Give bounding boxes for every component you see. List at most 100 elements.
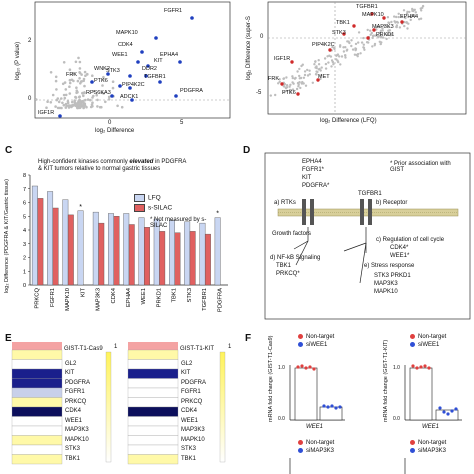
volcano-b-point	[294, 76, 297, 80]
volcano-b-point	[385, 37, 388, 41]
heatmap-row-label: STK3	[65, 446, 81, 452]
volcano-b-point	[350, 44, 353, 48]
d-nfkb: d) NF-kB Signaling	[270, 255, 321, 261]
volcano-b-point	[335, 54, 338, 57]
volcano-a-point	[81, 92, 84, 95]
volcano-a-point	[74, 95, 77, 99]
volcano-a-point	[75, 86, 78, 89]
heatmap-cell	[127, 444, 179, 455]
bar-y-tick-label: 7	[23, 187, 26, 193]
volcano-a-point	[62, 93, 66, 97]
volcano-b-point	[374, 34, 377, 37]
volcano-b-point	[339, 44, 342, 47]
panel-c-plot: 0 1 2 3 4 5 6 7 8 PRKCQ FGFR1 MAPK10 * KIT MAP3K3 CDK4 E…	[23, 173, 228, 312]
volcano-a-hit-point	[110, 94, 114, 98]
volcano-a-point	[80, 73, 83, 76]
volcano-b-point	[369, 33, 372, 36]
volcano-a-point	[76, 79, 80, 83]
volcano-a-point	[78, 77, 81, 80]
volcano-b-point	[371, 36, 374, 40]
volcano-a-point	[91, 105, 94, 108]
volcano-b-point	[381, 29, 384, 32]
volcano-b-point	[362, 36, 365, 40]
volcano-b-point	[291, 81, 294, 84]
volcano-a-point	[102, 75, 105, 79]
panel-d-diagram: D EPHA4 FGFR1* KIT PDGFRA* * Prior assoc…	[240, 145, 474, 325]
volcano-b-point	[357, 31, 361, 34]
d-kinase-fgfr1: FGFR1*	[302, 167, 325, 173]
volcano-b-point	[405, 21, 408, 24]
heatmap-cell	[127, 425, 179, 436]
volcano-a-label: STK3	[106, 68, 120, 74]
volcano-a-point	[82, 100, 85, 104]
d-prkcq: PRKCQ*	[276, 271, 300, 277]
volcano-a-point	[63, 81, 67, 84]
volcano-b-label: TBK1	[336, 20, 350, 26]
d-receptor: b) Receptor	[376, 200, 408, 206]
volcano-b-point	[330, 65, 333, 68]
volcano-a-point	[54, 75, 58, 79]
heatmap-colorscale	[105, 351, 112, 463]
heatmap-cell	[11, 387, 63, 398]
bar-category-label: CDK4	[111, 287, 117, 303]
panel-f-label: F	[245, 333, 252, 344]
volcano-a-point	[83, 91, 86, 95]
volcano-b-point	[277, 82, 280, 85]
volcano-b-hit-point	[328, 48, 332, 52]
volcano-b-point	[291, 76, 294, 80]
bar-category-label: FGFR1	[50, 288, 56, 307]
volcano-a-label: EPHA4	[160, 52, 179, 58]
d-growth: Growth factors	[272, 231, 312, 237]
panel-e-label: E	[5, 333, 12, 344]
volcano-b-point	[298, 81, 301, 84]
volcano-b-point	[406, 27, 409, 30]
volcano-a-hit-point	[144, 74, 148, 78]
volcano-a-hit-point	[106, 72, 110, 76]
heatmap-row-label: STK3	[181, 446, 197, 452]
bar-category-label: KIT	[80, 288, 86, 297]
volcano-b-point	[335, 58, 338, 61]
bar-category-label: STK3	[187, 288, 193, 303]
volcano-a-hit-point	[190, 16, 194, 20]
heatmap-header-cell	[128, 342, 178, 350]
volcano-b-label: TGFBR1	[356, 4, 378, 10]
volcano-a-xtick-5: 5	[180, 120, 184, 126]
volcano-a-hit-point	[154, 36, 158, 40]
volcano-b-point	[356, 52, 360, 56]
volcano-b-point	[274, 93, 277, 97]
volcano-b-hit-point	[296, 92, 300, 96]
panel-a-volcano: log₁₀ (P value) 2 0 0 5 log₂ Difference …	[0, 0, 235, 140]
volcano-a-point	[78, 106, 82, 110]
volcano-b-point	[332, 46, 336, 50]
bar-category-label: MAPK10	[65, 288, 71, 311]
volcano-b-ytick-minus5: -5	[256, 90, 262, 96]
bar-category-label: PRKD1	[156, 288, 162, 307]
bar-category-label: MAP3K3	[96, 288, 102, 311]
volcano-a-hit-point	[136, 60, 140, 64]
f-ytick-0: 0.0	[278, 416, 285, 422]
volcano-a-label: PDGFRA	[180, 88, 203, 94]
f-legend4-nontarget: Non-target	[410, 440, 446, 446]
volcano-a-point	[92, 90, 95, 93]
bar-category-label: TBK1	[172, 288, 178, 303]
volcano-b-point	[377, 34, 381, 37]
d-tbk1: TBK1	[276, 263, 292, 269]
heatmap-row-label: FGFR1	[65, 389, 85, 395]
volcano-a-label: RPS6KA3	[86, 90, 111, 96]
volcano-b-point	[299, 86, 302, 90]
volcano-a-point	[68, 85, 71, 88]
heatmap-cell	[11, 368, 63, 379]
heatmap-header-cell	[12, 342, 62, 350]
volcano-b-point	[387, 21, 390, 24]
volcano-b-point	[327, 61, 330, 64]
bar-ssilac	[189, 231, 196, 286]
volcano-a-point	[60, 106, 63, 110]
volcano-a-hit-point	[178, 60, 182, 64]
volcano-b-point	[353, 53, 357, 56]
volcano-b-point	[314, 66, 317, 69]
volcano-b-point	[360, 41, 364, 44]
volcano-b-point	[351, 48, 355, 51]
panel-e-heatmap-grid	[11, 342, 226, 465]
volcano-b-point	[396, 21, 400, 24]
d-wee1: WEE1*	[390, 253, 410, 259]
